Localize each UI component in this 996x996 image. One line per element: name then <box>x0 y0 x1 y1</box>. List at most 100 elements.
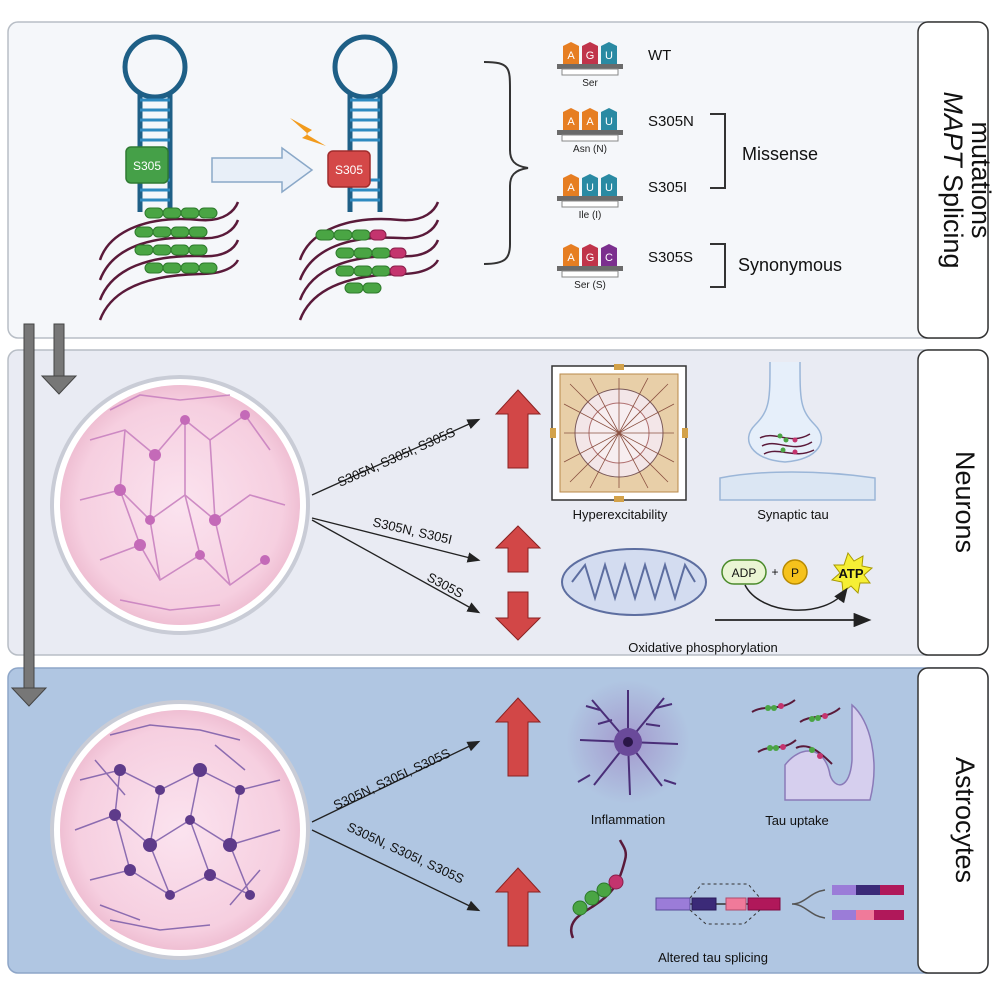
label-oxphos: Oxidative phosphorylation <box>628 640 778 655</box>
codon-row: A G C Ser (S) S305S <box>557 244 693 291</box>
codon-label: S305N <box>648 113 694 130</box>
nucleotide-block <box>582 174 598 196</box>
nucleotide-block <box>563 244 579 266</box>
exon-badge-wt <box>125 146 169 184</box>
nucleotide-letter: A <box>586 116 594 128</box>
hairpin-wt: S305 <box>122 34 188 212</box>
panel-mutations-title: MAPT Splicing <box>938 91 968 268</box>
plus-label: + <box>771 565 778 579</box>
hollow-arrow <box>211 146 314 194</box>
nucleotide-letter: U <box>605 182 613 194</box>
tau-strands-wt <box>98 201 240 321</box>
group-synonymous: Synonymous <box>738 255 842 275</box>
nucleotide-block <box>601 108 617 130</box>
atp-burst <box>830 551 874 595</box>
splicing-diagram-icon <box>655 883 904 925</box>
tau-beads-wt <box>134 207 218 274</box>
nucleotide-block <box>563 42 579 64</box>
nucleotide-block <box>582 244 598 266</box>
panel-neurons: Neurons S305N, S305 <box>7 349 989 656</box>
exon-badge-mutant <box>327 150 371 188</box>
flow-arrows <box>10 323 78 707</box>
nucleotide-letter: A <box>567 182 575 194</box>
codon-bracket <box>561 134 619 142</box>
astrocyte-dish <box>50 700 310 960</box>
nucleotide-letter: G <box>586 252 595 264</box>
label-hyperexcitability: Hyperexcitability <box>573 507 668 522</box>
nucleotide-letter: A <box>567 116 575 128</box>
codon-row: A G U Ser WT <box>557 42 671 89</box>
tau-uptake-icon <box>751 699 875 801</box>
nucleotide-block <box>563 108 579 130</box>
exon-badge-mutant-label: S305 <box>335 163 363 177</box>
group-missense: Missense <box>742 144 818 164</box>
astrocyte-icon <box>566 680 690 804</box>
codon-amino-acid: Ser (S) <box>574 280 606 291</box>
codon-bar <box>557 64 623 69</box>
nucleotide-block <box>601 244 617 266</box>
adp-badge <box>721 559 767 585</box>
up-arrow-splicing <box>494 867 542 947</box>
mea-chip-icon <box>550 364 688 502</box>
nucleotide-letter: A <box>567 252 575 264</box>
codon-bar <box>557 266 623 271</box>
adp-label: ADP <box>732 566 757 580</box>
label-altered-splicing: Altered tau splicing <box>658 950 768 965</box>
brace-bracket <box>483 61 529 265</box>
nucleotide-letter: A <box>567 50 575 62</box>
up-arrow-hyperexcitability <box>494 389 542 469</box>
nucleotide-letter: G <box>586 50 595 62</box>
label-synaptic-tau: Synaptic tau <box>757 507 829 522</box>
phosphate-label: P <box>791 566 799 580</box>
codon-bracket <box>561 270 619 278</box>
synonymous-bracket <box>710 243 726 288</box>
panel-mutations-title-line2: mutations <box>966 121 996 238</box>
tau-protein-icon <box>569 839 628 939</box>
nucleotide-block <box>601 174 617 196</box>
panel-astrocytes-title: Astrocytes <box>950 757 980 883</box>
codon-label: WT <box>648 47 671 64</box>
codon-label: S305S <box>648 249 693 266</box>
lightning-icon <box>290 118 326 146</box>
astrocytes-arrow-1 <box>311 740 481 823</box>
panel-neurons-title: Neurons <box>950 451 980 553</box>
nucleotide-block <box>601 42 617 64</box>
nucleotide-block <box>563 174 579 196</box>
atp-synthesis: ADP + P ATP <box>715 551 874 628</box>
up-arrow-inflammation <box>494 697 542 777</box>
codon-amino-acid: Asn (N) <box>573 144 607 155</box>
neurons-arrow-2 <box>311 517 481 563</box>
panel-neurons-label-box <box>917 349 989 656</box>
tau-beads-mutant <box>315 229 407 294</box>
codon-bar <box>557 196 623 201</box>
exon-badge-wt-label: S305 <box>133 159 161 173</box>
panel-astrocytes-label-box <box>917 667 989 974</box>
codon-bar <box>557 130 623 135</box>
atp-label: ATP <box>838 566 863 581</box>
panel-mutations: MAPT Splicing mutations S305 <box>7 21 996 339</box>
neurons-arrow-3 <box>311 519 481 614</box>
nucleotide-block <box>582 42 598 64</box>
neuron-dish <box>50 375 310 635</box>
synapse-icon <box>719 361 876 501</box>
codon-amino-acid: Ile (I) <box>579 210 602 221</box>
nucleotide-letter: U <box>605 50 613 62</box>
label-inflammation: Inflammation <box>591 812 665 827</box>
astrocytes-arrow-2 <box>311 829 481 912</box>
panel-mutations-label-box <box>917 21 989 339</box>
nucleotide-letter: C <box>605 252 613 264</box>
nucleotide-letter: U <box>586 182 594 194</box>
missense-bracket <box>710 113 726 189</box>
hairpin-mutant: S305 <box>290 34 398 212</box>
label-tau-uptake: Tau uptake <box>765 813 829 828</box>
up-arrow-oxphos <box>494 525 542 573</box>
codon-bracket <box>561 68 619 76</box>
neurons-arrow-1 <box>311 418 481 496</box>
codon-label: S305I <box>648 179 687 196</box>
phosphate-badge <box>782 559 808 585</box>
nucleotide-block <box>582 108 598 130</box>
